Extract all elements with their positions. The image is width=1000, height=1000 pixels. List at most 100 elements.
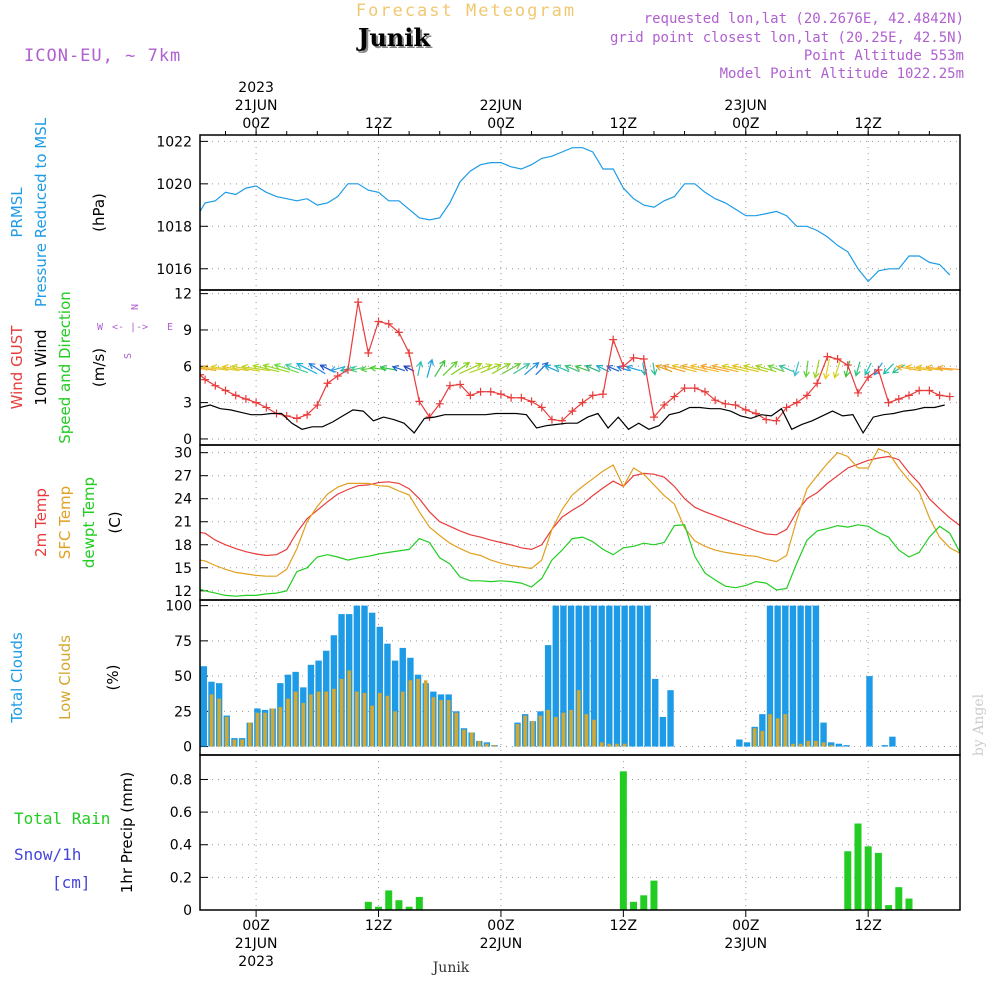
y-tick-label: 1016 xyxy=(156,262,192,278)
y-tick-label: 18 xyxy=(174,538,192,554)
low-cloud-bar xyxy=(217,698,221,747)
low-cloud-bar xyxy=(829,745,834,747)
rain-bar xyxy=(864,846,872,910)
wind-arrow xyxy=(262,363,290,373)
wind-arrow xyxy=(524,361,540,376)
gust-marker xyxy=(323,379,332,388)
low-cloud-bar xyxy=(469,732,474,747)
gust-marker xyxy=(486,387,495,396)
top-tick-label: 12Z xyxy=(854,116,881,132)
gust-marker xyxy=(813,379,822,388)
y-tick-label: 6 xyxy=(183,359,192,375)
gust-marker xyxy=(874,365,883,374)
y-axis-label: PRMSL xyxy=(8,187,26,238)
low-cloud-bar xyxy=(553,716,558,747)
low-cloud-bar xyxy=(485,743,489,747)
rain-bar xyxy=(885,905,893,910)
gust-marker xyxy=(629,353,638,362)
total-cloud-bar xyxy=(805,605,812,747)
y-tick-label: 15 xyxy=(174,561,192,577)
low-cloud-bar xyxy=(492,745,497,747)
gust-marker xyxy=(915,386,924,395)
low-cloud-bar xyxy=(599,742,604,747)
credit: by Angel xyxy=(971,693,987,756)
compass-center: | xyxy=(130,322,136,333)
total-cloud-bar xyxy=(759,714,766,747)
panel-wind: 0 3 6 9 12 Wind GUST 10m Wind Speed and Directi… xyxy=(8,287,961,448)
rain-bar xyxy=(844,851,852,910)
rain-bar xyxy=(874,852,882,910)
low-cloud-bar xyxy=(783,714,788,747)
gust-marker xyxy=(384,319,393,328)
low-cloud-bar xyxy=(806,740,811,747)
top-tick-label: 22JUN xyxy=(480,98,523,114)
y-axis-label: 1hr Precip (mm) xyxy=(118,772,136,893)
gust-marker xyxy=(598,390,607,399)
gust-marker xyxy=(211,381,220,390)
low-cloud-bar xyxy=(576,690,581,747)
total-cloud-bar xyxy=(384,643,391,747)
series-line xyxy=(200,448,960,577)
wind-arrow xyxy=(832,359,842,379)
wind-arrow xyxy=(308,363,326,375)
rain-bar xyxy=(854,823,862,910)
total-cloud-bar xyxy=(789,605,797,747)
total-cloud-bar xyxy=(843,745,850,747)
low-cloud-bar xyxy=(477,740,482,747)
y-tick-label: 0.4 xyxy=(170,838,192,854)
low-cloud-bar xyxy=(255,712,260,747)
y-axis-label: (C) xyxy=(106,511,124,533)
rain-bar xyxy=(375,906,383,910)
low-cloud-bar xyxy=(752,728,757,747)
location-title-shadow: Junik xyxy=(358,25,433,54)
gust-marker xyxy=(782,403,791,412)
y-tick-label: 27 xyxy=(174,469,192,485)
wind-arrow xyxy=(792,361,800,377)
gust-marker xyxy=(374,317,383,326)
gust-marker xyxy=(690,384,699,393)
model-label: ICON-EU, ~ 7km xyxy=(24,46,181,66)
gust-marker xyxy=(660,401,669,410)
series-line xyxy=(200,455,960,557)
wind-compass: W <- | -> E N S xyxy=(97,304,173,359)
rain-bar xyxy=(619,771,627,910)
bottom-tick-label: 00Z xyxy=(487,918,514,934)
low-cloud-bar xyxy=(240,739,244,747)
bottom-time-axis: 00Z 21JUN 2023 12Z 00Z 22JUN 12Z 00Z 23JUN 12Z xyxy=(235,910,882,970)
gust-marker xyxy=(588,391,597,400)
total-cloud-bar xyxy=(583,605,590,747)
rain-bar xyxy=(395,900,403,910)
wind-arrow xyxy=(778,364,794,373)
wind-arrow xyxy=(273,363,299,374)
total-cloud-bar xyxy=(797,605,804,747)
wind-arrow xyxy=(295,362,318,375)
gust-marker xyxy=(333,371,342,380)
low-cloud-bar xyxy=(538,715,543,747)
total-cloud-bar xyxy=(606,605,613,747)
gust-marker xyxy=(853,388,862,397)
wind-arrow xyxy=(767,364,785,373)
compass-arrow-right: -> xyxy=(136,322,148,333)
y-tick-label: 12 xyxy=(174,287,192,303)
low-cloud-bar xyxy=(523,715,527,747)
total-cloud-bar xyxy=(743,742,751,747)
plot-area xyxy=(200,605,896,747)
y-tick-label: 12 xyxy=(174,584,192,600)
y-axis-label: Wind GUST xyxy=(8,325,26,410)
bottom-tick-label: 12Z xyxy=(610,918,637,934)
low-cloud-bar xyxy=(362,693,367,747)
gust-marker xyxy=(405,348,414,357)
y-tick-label: 21 xyxy=(174,515,192,531)
total-cloud-bar xyxy=(368,612,376,747)
gust-marker xyxy=(884,398,893,407)
compass-arrow-left: <- xyxy=(112,322,124,333)
gust-marker xyxy=(568,407,577,416)
total-cloud-bar xyxy=(667,690,674,747)
top-tick-label: 23JUN xyxy=(724,98,767,114)
low-cloud-bar xyxy=(270,708,275,747)
gust-marker xyxy=(935,391,944,400)
wind-arrow xyxy=(379,364,397,372)
low-cloud-bar xyxy=(309,694,313,747)
